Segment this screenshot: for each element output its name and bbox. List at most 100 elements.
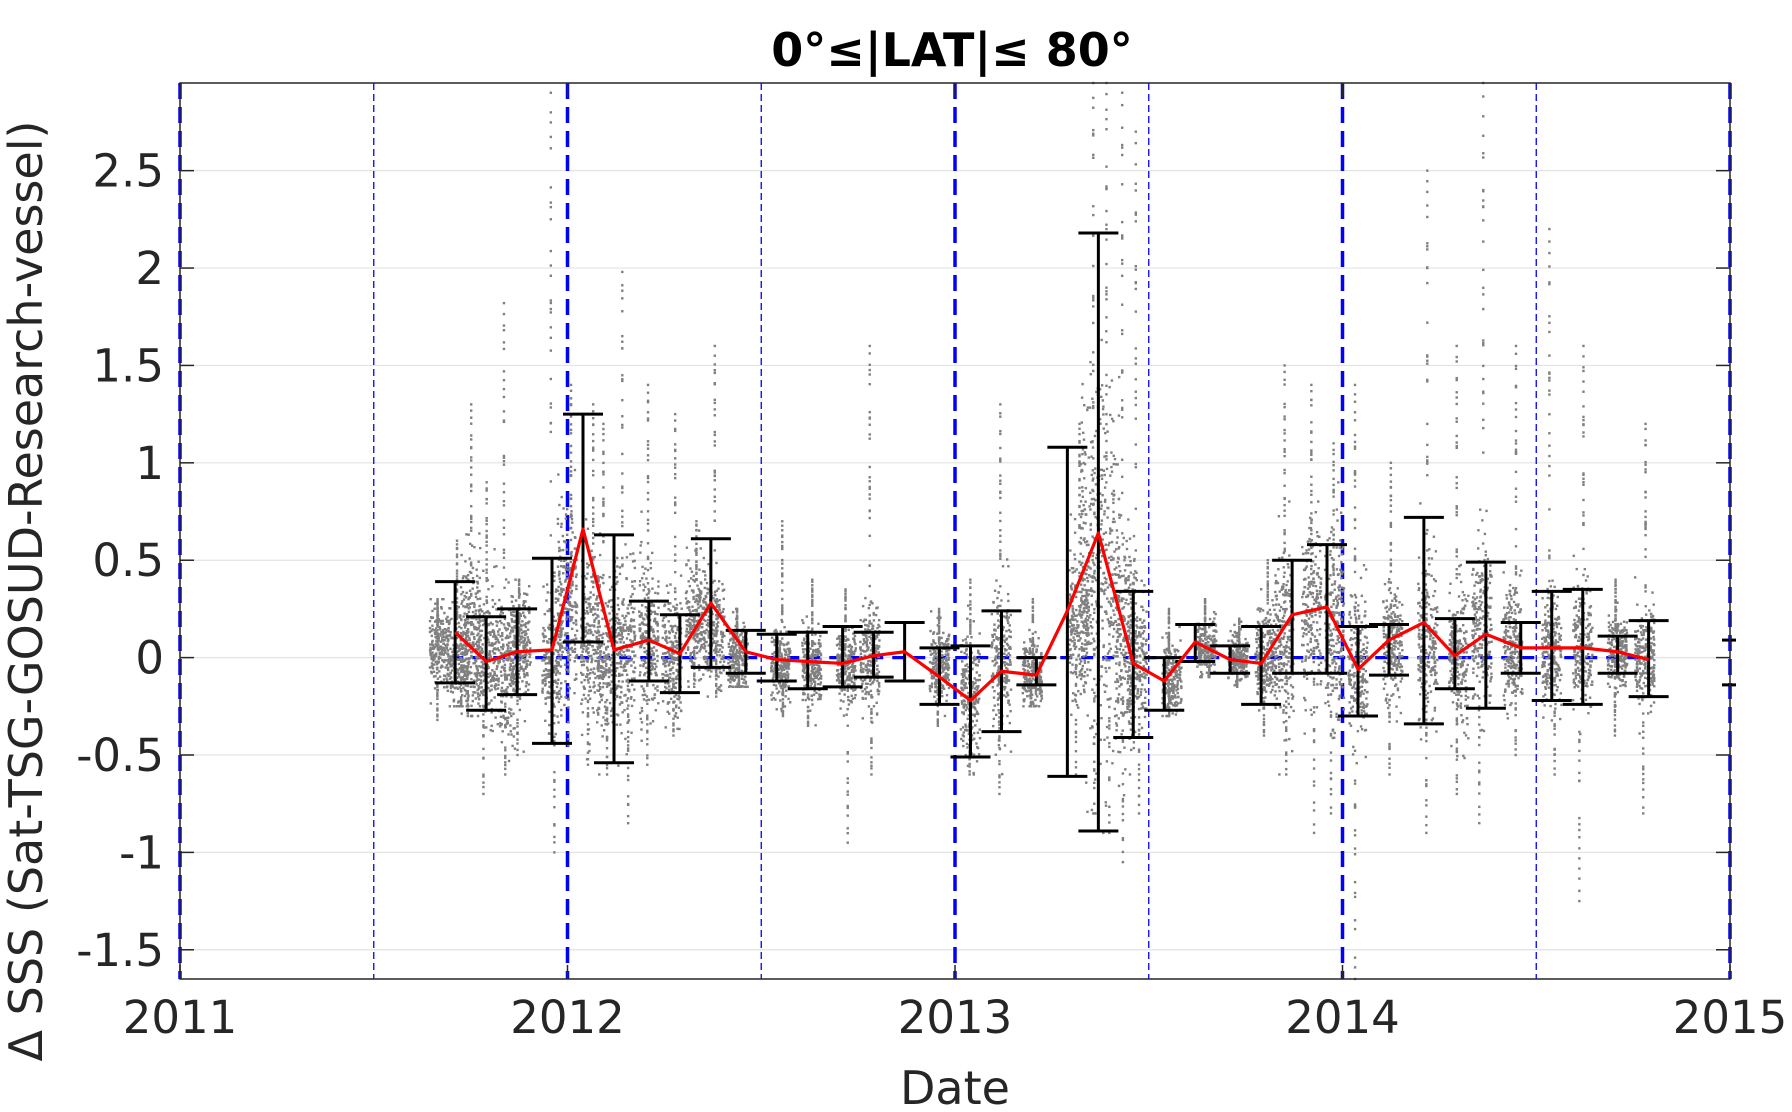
scatter-point-1585 — [516, 725, 519, 728]
scatter-point-4219 — [735, 617, 739, 621]
scatter-point-240 — [436, 623, 439, 626]
scatter-point-2689 — [630, 731, 633, 734]
scatter-point-2758 — [620, 654, 624, 657]
scatter-point-2156 — [588, 643, 592, 647]
scatter-point-904 — [482, 679, 486, 683]
scatter-point-112 — [445, 686, 449, 689]
scatter-point-2913 — [626, 774, 630, 778]
scatter-point-2381 — [586, 732, 590, 736]
scatter-point-495 — [455, 572, 459, 575]
scatter-point-3526 — [688, 617, 691, 621]
scatter-point-1077 — [511, 744, 514, 748]
scatter-point-1083 — [502, 660, 505, 663]
scatter-point-952 — [491, 585, 494, 588]
scatter-point-455 — [451, 662, 455, 666]
scatter-point-1186 — [499, 722, 502, 725]
scatter-point-629 — [475, 618, 478, 621]
scatter-point-2625 — [602, 497, 605, 500]
scatter-point-2497 — [597, 659, 601, 663]
scatter-point-4070 — [731, 678, 734, 682]
scatter-point-3845 — [707, 636, 710, 639]
scatter-point-1671 — [557, 700, 561, 704]
scatter-point-123 — [445, 647, 449, 650]
scatter-point-3415 — [673, 429, 677, 433]
scatter-point-4284 — [782, 668, 786, 671]
scatter-point-2574 — [601, 670, 604, 674]
scatter-point-890 — [493, 642, 496, 646]
scatter-point-1039 — [485, 577, 488, 580]
scatter-cluster-13 — [684, 520, 706, 689]
scatter-point-217 — [440, 605, 443, 609]
scatter-point-3738 — [720, 632, 723, 636]
scatter-point-3130 — [641, 622, 644, 625]
scatter-point-3345 — [664, 670, 668, 673]
scatter-point-2198 — [594, 602, 597, 605]
scatter-point-2022 — [571, 582, 574, 585]
scatter-point-3246 — [679, 602, 682, 605]
scatter-point-2833 — [616, 626, 620, 630]
scatter-point-2060 — [559, 628, 563, 631]
scatter-point-2709 — [616, 695, 619, 699]
scatter-point-767 — [470, 505, 473, 508]
scatter-point-1180 — [495, 677, 498, 681]
scatter-point-4953 — [843, 648, 847, 651]
scatter-point-1938 — [571, 580, 574, 583]
scatter-point-2205 — [585, 562, 589, 565]
scatter-point-2755 — [625, 699, 628, 703]
scatter-point-2219 — [580, 681, 583, 684]
scatter-point-1127 — [500, 686, 504, 690]
scatter-point-1576 — [517, 640, 521, 643]
scatter-point-4865 — [847, 698, 850, 702]
scatter-point-3084 — [642, 687, 645, 691]
scatter-point-321 — [456, 654, 459, 657]
scatter-point-1382 — [521, 640, 524, 643]
scatter-point-2216 — [591, 707, 594, 710]
scatter-point-4125 — [736, 658, 740, 662]
scatter-point-2981 — [649, 629, 653, 632]
scatter-point-763 — [470, 466, 473, 469]
scatter-point-1236 — [496, 665, 499, 668]
scatter-point-2999 — [639, 636, 643, 640]
scatter-point-816 — [489, 674, 492, 677]
scatter-point-3483 — [692, 595, 695, 599]
scatter-point-1858 — [553, 735, 556, 739]
scatter-point-468 — [464, 632, 467, 635]
scatter-point-2971 — [651, 587, 654, 590]
scatter-point-3591 — [698, 589, 701, 592]
scatter-point-731 — [471, 699, 474, 703]
scatter-point-4515 — [781, 692, 785, 695]
scatter-point-1809 — [554, 601, 558, 604]
scatter-point-1055 — [482, 725, 485, 729]
scatter-point-3742 — [722, 660, 726, 663]
scatter-point-2001 — [558, 592, 561, 596]
scatter-point-2179 — [596, 651, 599, 655]
scatter-point-3283 — [674, 712, 678, 715]
scatter-point-1786 — [553, 628, 557, 631]
scatter-point-3206 — [673, 608, 677, 611]
scatter-point-1658 — [556, 613, 560, 617]
scatter-point-756 — [470, 434, 473, 437]
scatter-point-1628 — [541, 681, 544, 685]
scatter-point-4775 — [806, 714, 810, 718]
scatter-point-624 — [470, 677, 473, 681]
scatter-point-3380 — [670, 657, 674, 660]
scatter-point-1574 — [517, 632, 521, 636]
scatter-point-2871 — [617, 672, 621, 676]
scatter-point-1507 — [527, 605, 531, 609]
scatter-point-2515 — [604, 718, 607, 722]
scatter-point-4240 — [737, 683, 741, 686]
scatter-point-2595 — [603, 660, 606, 663]
scatter-point-602 — [461, 577, 465, 580]
scatter-point-1058 — [482, 734, 485, 738]
scatter-point-2075 — [564, 517, 568, 520]
scatter-point-854 — [486, 672, 490, 676]
scatter-point-2314 — [594, 652, 598, 655]
scatter-point-631 — [468, 638, 471, 642]
scatter-point-2283 — [588, 697, 592, 700]
scatter-point-969 — [483, 619, 486, 622]
scatter-point-1272 — [495, 637, 499, 640]
scatter-point-4071 — [740, 650, 743, 654]
scatter-point-1197 — [508, 657, 512, 660]
scatter-point-4951 — [839, 660, 842, 663]
scatter-point-1963 — [556, 650, 560, 653]
